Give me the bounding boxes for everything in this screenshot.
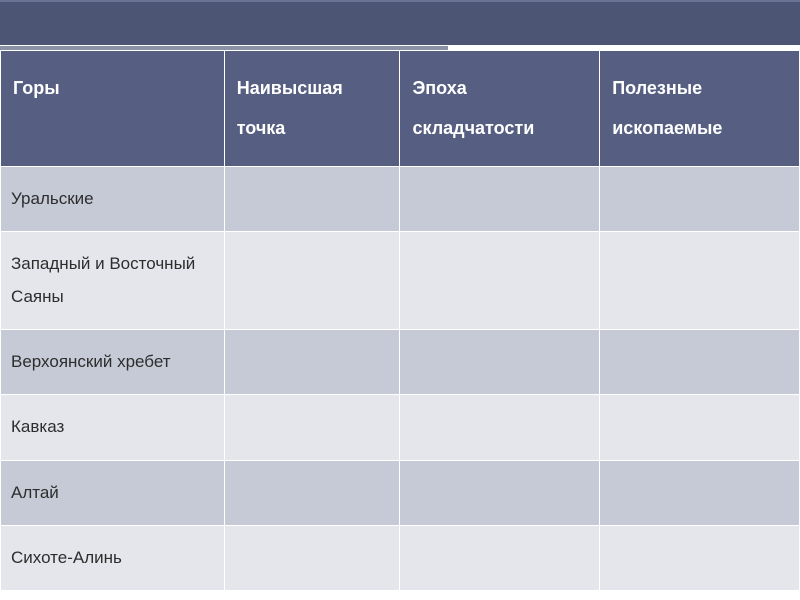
table-cell [224,395,400,460]
table-header-cell: Наивысшая точка [224,51,400,167]
table-cell [600,395,800,460]
table-cell [400,525,600,590]
table-cell [600,232,800,330]
table-cell [224,525,400,590]
table-cell: Уральские [1,167,225,232]
table-header-cell: Полезные ископаемые [600,51,800,167]
table-header-cell: Эпоха складчатости [400,51,600,167]
table-row: Западный и Восточный Саяны [1,232,800,330]
table-cell: Сихоте-Алинь [1,525,225,590]
table-row: Алтай [1,460,800,525]
table-header-cell: Горы [1,51,225,167]
table-cell [600,525,800,590]
table-cell [400,330,600,395]
table-row: Кавказ [1,395,800,460]
table-cell [600,460,800,525]
table-cell [224,460,400,525]
table-row: Сихоте-Алинь [1,525,800,590]
table-cell [400,395,600,460]
table-cell [224,330,400,395]
table-cell [400,460,600,525]
table-container: Горы Наивысшая точка Эпоха складчатости … [0,50,800,591]
table-cell: Верхоянский хребет [1,330,225,395]
mountains-table: Горы Наивысшая точка Эпоха складчатости … [0,50,800,591]
table-cell: Западный и Восточный Саяны [1,232,225,330]
table-cell: Алтай [1,460,225,525]
table-header-row: Горы Наивысшая точка Эпоха складчатости … [1,51,800,167]
table-cell [600,330,800,395]
table-row: Уральские [1,167,800,232]
table-cell [224,232,400,330]
table-row: Верхоянский хребет [1,330,800,395]
table-cell [400,167,600,232]
table-cell [600,167,800,232]
table-cell [400,232,600,330]
presentation-top-bar [0,0,800,45]
table-cell [224,167,400,232]
table-cell: Кавказ [1,395,225,460]
